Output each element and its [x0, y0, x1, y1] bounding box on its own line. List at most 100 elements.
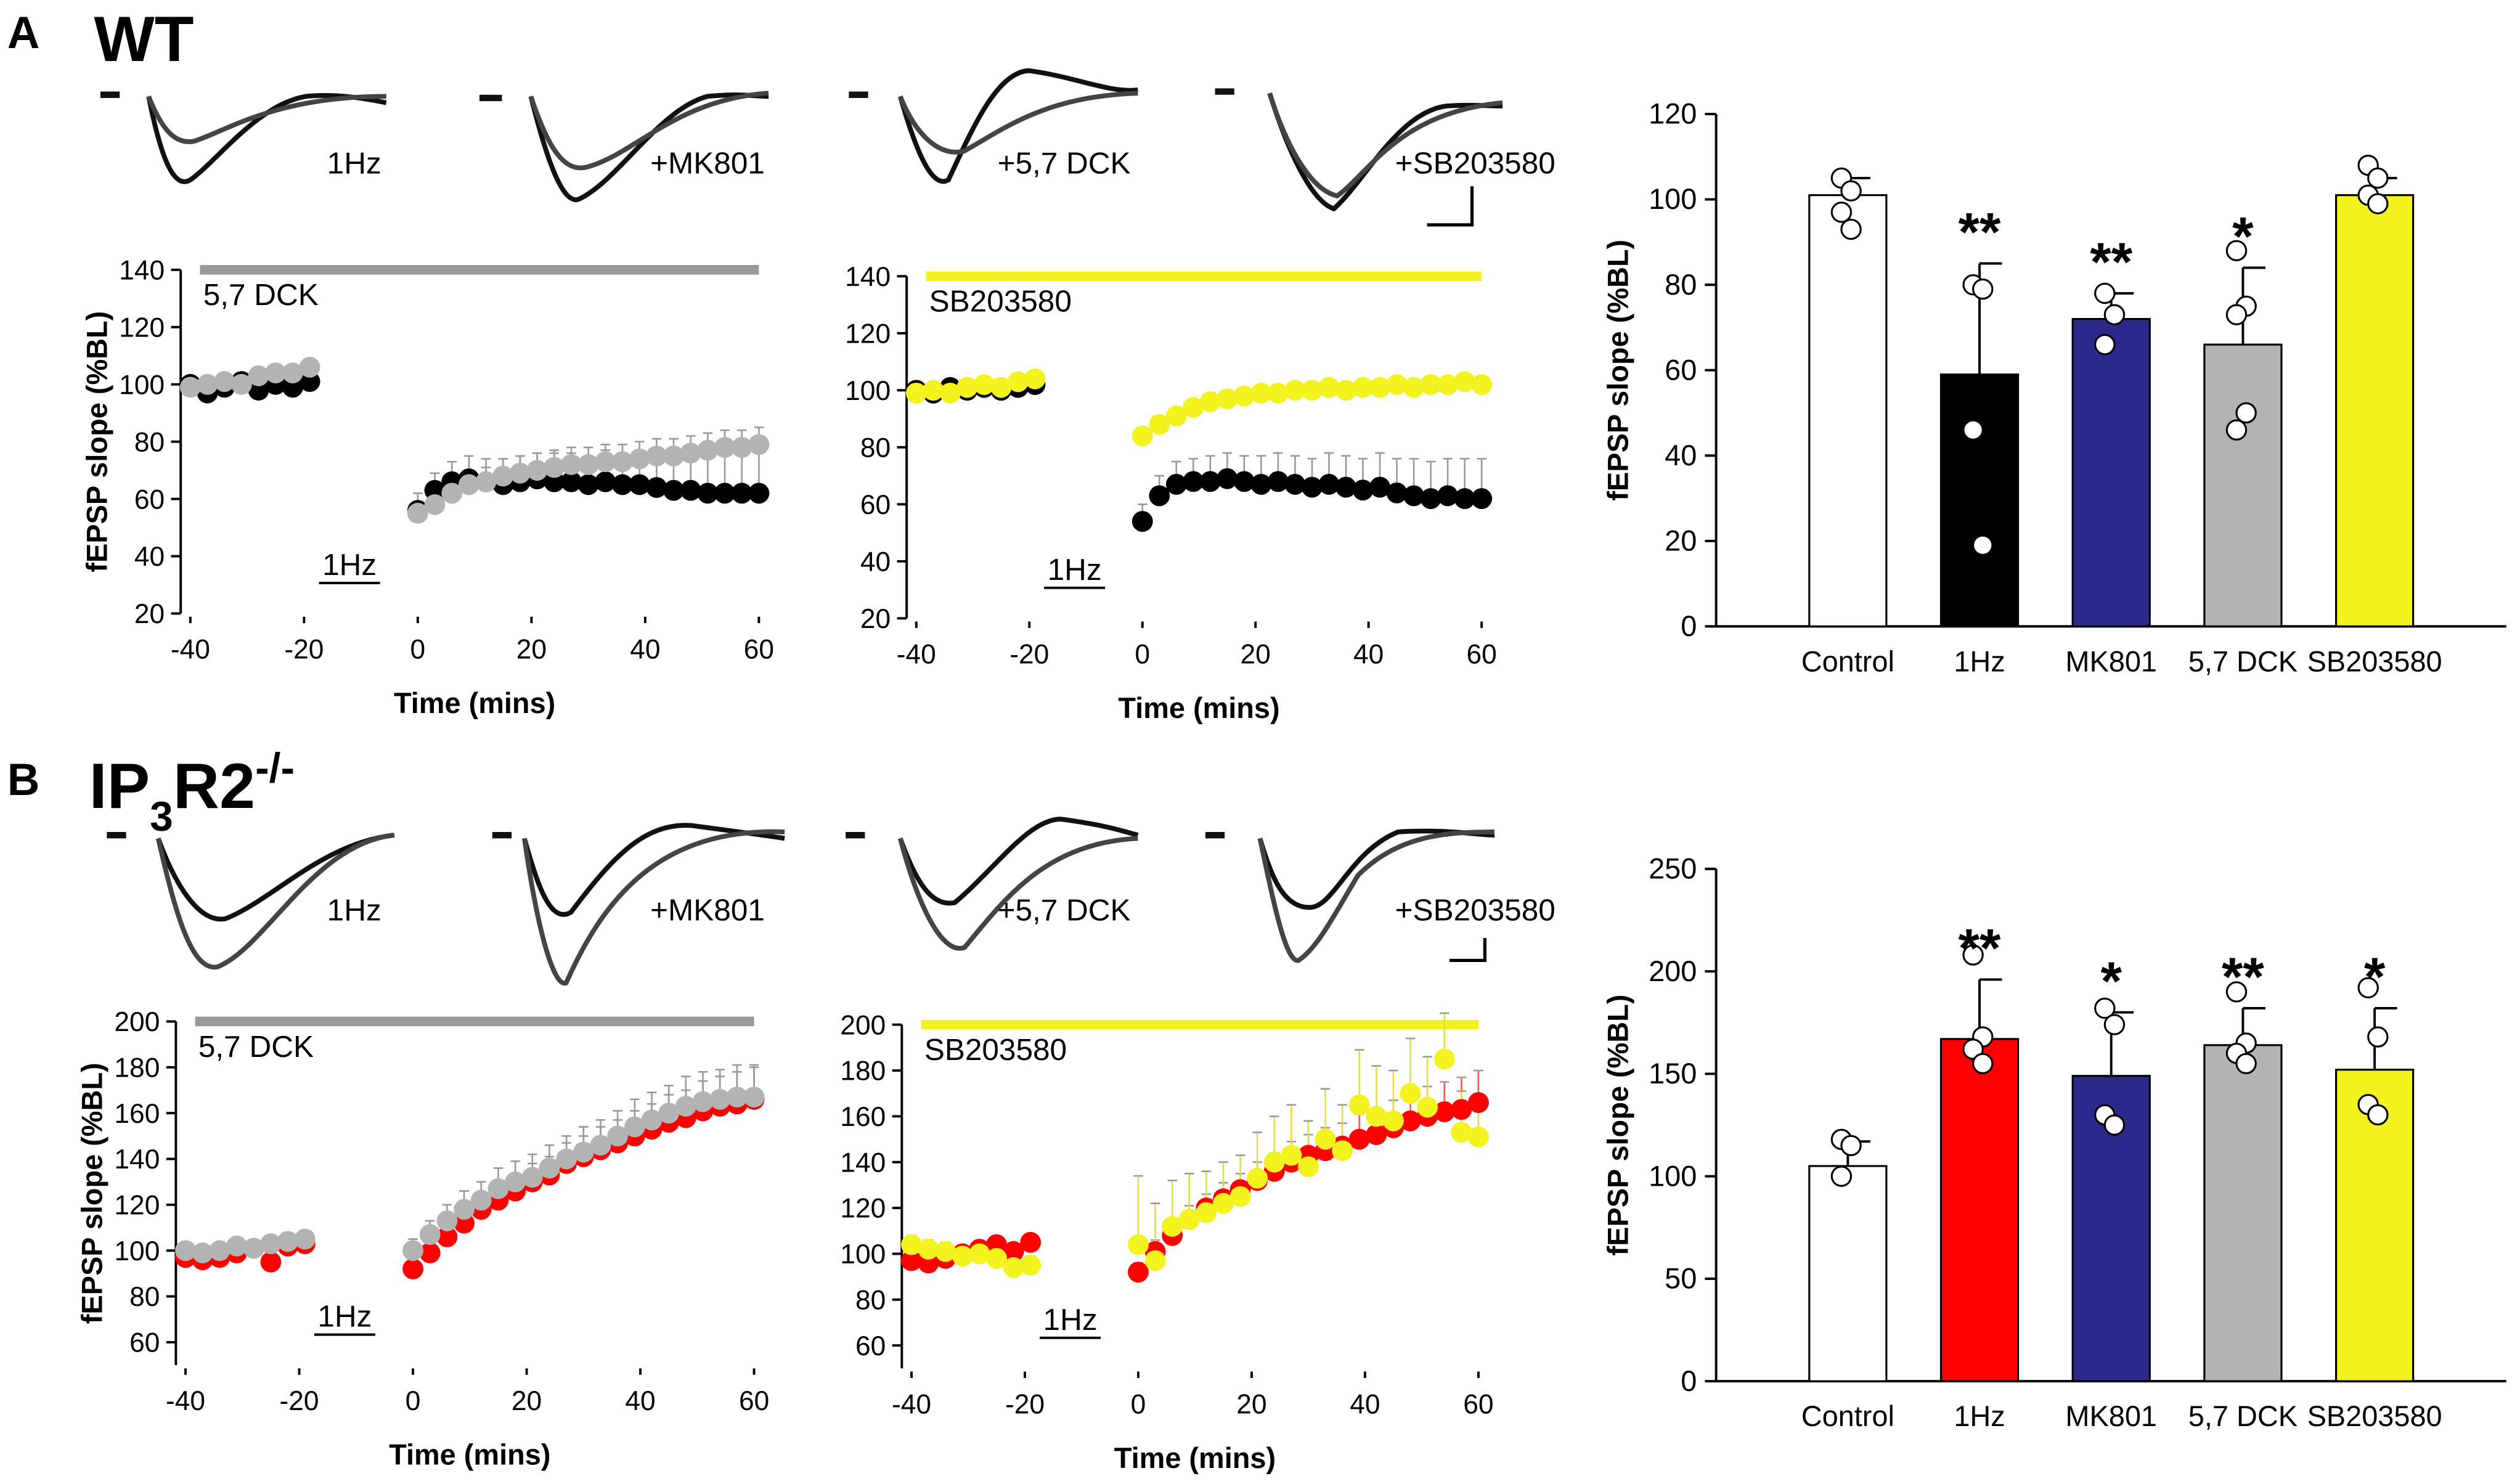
- data-point: [299, 356, 320, 378]
- data-point: [743, 1086, 765, 1108]
- data-point: [1840, 1135, 1862, 1156]
- data-point: [1301, 476, 1323, 498]
- data-point: [1830, 202, 1853, 223]
- significance: **: [1959, 918, 2001, 979]
- data-point: [1007, 371, 1029, 393]
- trace: [528, 91, 769, 171]
- data-point: [1250, 382, 1272, 404]
- data-point: [277, 1231, 299, 1252]
- data-point: [680, 442, 701, 464]
- data-point: [595, 471, 616, 492]
- data-point: [1471, 488, 1493, 509]
- x-tick-label: 40: [1350, 1389, 1380, 1419]
- data-point: [1149, 414, 1170, 435]
- stim-label: 1Hz: [317, 1300, 372, 1334]
- data-point: [969, 1243, 990, 1265]
- x-tick-label: Control: [1801, 1400, 1894, 1432]
- x-tick-label: 40: [625, 1386, 655, 1416]
- x-tick-label: 5,7 DCK: [2188, 645, 2298, 677]
- x-axis-label: Time (mins): [389, 1439, 550, 1471]
- data-point: [441, 483, 463, 504]
- x-tick-label: 20: [516, 634, 547, 664]
- data-point: [629, 474, 650, 495]
- data-point: [714, 437, 735, 458]
- y-axis-label: fEPSP slope (%BL): [1602, 240, 1634, 501]
- trace: [1267, 92, 1503, 199]
- data-point: [901, 1234, 922, 1255]
- data-point: [1403, 485, 1424, 507]
- significance: **: [2090, 231, 2132, 292]
- data-point: [2094, 333, 2116, 356]
- y-tick-label: 140: [845, 262, 891, 292]
- data-point: [282, 377, 303, 398]
- y-tick-label: 100: [840, 1239, 886, 1270]
- trace: [898, 817, 1139, 906]
- y-tick-label: 40: [1665, 439, 1697, 471]
- data-point: [260, 1251, 282, 1273]
- title-part: IP: [89, 751, 150, 822]
- data-point: [1003, 1241, 1024, 1262]
- data-point: [454, 1199, 475, 1220]
- x-tick-label: SB203580: [2307, 645, 2442, 677]
- x-tick-label: 1Hz: [1954, 645, 2005, 677]
- bar: [2334, 194, 2415, 627]
- x-tick-label: MK801: [2065, 1400, 2157, 1432]
- data-point: [209, 1240, 230, 1262]
- trace-label: +MK801: [650, 146, 765, 180]
- data-point: [1020, 1231, 1042, 1253]
- data-point: [2357, 977, 2379, 998]
- data-point: [1467, 1092, 1489, 1114]
- drug-label: SB203580: [929, 285, 1072, 319]
- data-point: [2103, 1014, 2126, 1035]
- data-point: [1972, 278, 1994, 300]
- x-tick-label: 60: [1466, 639, 1496, 669]
- data-point: [646, 445, 667, 467]
- scale-bar: [1427, 186, 1474, 227]
- x-tick-label: -40: [897, 639, 936, 669]
- x-axis-label: Time (mins): [1114, 1442, 1276, 1474]
- data-point: [573, 1141, 594, 1163]
- data-point: [935, 1241, 956, 1262]
- data-point: [402, 1240, 424, 1262]
- y-tick-label: 80: [134, 427, 165, 457]
- data-point: [1267, 471, 1289, 492]
- trace-label: 1Hz: [327, 893, 381, 927]
- x-tick-label: 60: [744, 634, 774, 664]
- data-point: [282, 362, 303, 384]
- x-tick-label: -20: [280, 1386, 319, 1416]
- data-point: [663, 479, 684, 501]
- trace: [528, 92, 769, 202]
- trace-label: 1Hz: [327, 146, 381, 180]
- traces-b: [107, 817, 1495, 986]
- y-tick-label: 80: [860, 433, 891, 463]
- x-tick-label: 20: [1236, 1389, 1266, 1419]
- data-point: [1352, 377, 1374, 398]
- significance: *: [2364, 946, 2386, 1007]
- data-point: [424, 494, 446, 515]
- y-tick-label: 100: [845, 376, 891, 406]
- data-point: [1972, 534, 1994, 556]
- data-point: [179, 377, 201, 398]
- data-point: [658, 1103, 680, 1124]
- data-point: [2103, 304, 2126, 325]
- x-tick-label: -20: [284, 634, 324, 664]
- data-point: [731, 483, 752, 504]
- data-point: [1301, 380, 1323, 401]
- data-point: [470, 1189, 492, 1211]
- x-tick-label: -20: [1005, 1389, 1045, 1419]
- data-point: [1335, 476, 1356, 498]
- data-point: [748, 434, 770, 455]
- data-point: [1840, 180, 1862, 202]
- data-point: [1437, 374, 1459, 395]
- trace: [156, 833, 395, 922]
- y-tick-label: 0: [1681, 610, 1697, 642]
- y-tick-label: 100: [1649, 183, 1697, 215]
- trace: [898, 91, 1138, 155]
- x-tick-label: -40: [166, 1386, 205, 1416]
- data-point: [1335, 380, 1356, 401]
- data-point: [1433, 1101, 1455, 1122]
- y-tick-label: 40: [860, 547, 891, 577]
- panel-label: A: [7, 8, 40, 58]
- trace: [897, 68, 1138, 184]
- data-point: [714, 483, 735, 504]
